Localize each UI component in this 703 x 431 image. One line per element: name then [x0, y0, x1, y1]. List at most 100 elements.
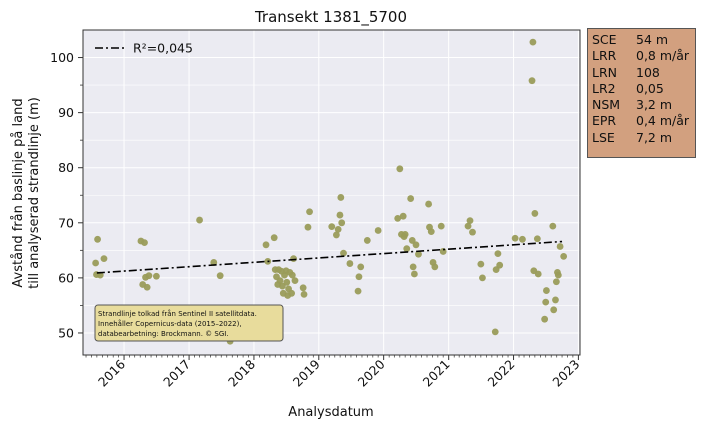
plot-area-frame [82, 29, 581, 356]
data-point [412, 241, 420, 249]
data-point [299, 284, 307, 292]
x-tick-label: 2016 [95, 356, 128, 389]
data-point [354, 287, 362, 295]
data-point [469, 228, 476, 236]
data-point [337, 194, 345, 201]
statistics-box: SCE 54 m LRR 0,8 m/år LRN 108 LR2 0,05 NSM 3,… [587, 28, 696, 158]
data-point [338, 219, 346, 227]
x-tick-label: 2021 [420, 357, 453, 390]
data-point [554, 271, 562, 279]
data-point [196, 216, 203, 224]
annotation-line-1: Strandlinje tolkad från Sentinel II sate… [98, 309, 257, 318]
data-point [145, 272, 153, 280]
y-axis-label: Avstånd från baslinje på land till analy… [11, 97, 42, 289]
data-point [511, 234, 519, 242]
stat-row-lrr: LRR 0,8 m/år [592, 48, 695, 64]
y-tick-label: 70 [58, 215, 74, 230]
data-point [552, 296, 559, 304]
stat-key: LR2 [592, 80, 616, 96]
stat-value: 0,4 m/år [636, 113, 690, 129]
data-point [542, 298, 550, 306]
stat-value: 0,05 [636, 80, 664, 96]
data-point [533, 235, 541, 243]
data-point [531, 210, 539, 217]
y-axis-label-line-2: till analyserad strandlinje (m) [27, 97, 42, 289]
data-point [346, 260, 354, 267]
annotation-box [94, 304, 284, 342]
scatter-points [92, 38, 568, 345]
data-point [437, 222, 445, 230]
annotation-line-3: databearbetning: Brockmann. © SGI. [98, 330, 229, 338]
plot-background [83, 30, 580, 355]
x-tick-label: 2023 [549, 357, 582, 390]
y-axis-label-line-1: Avstånd från baslinje på land [11, 98, 26, 287]
data-point [496, 261, 504, 269]
data-point [541, 315, 549, 323]
data-point [141, 239, 148, 247]
stat-row-lrn: LRN 108 [592, 65, 695, 81]
stat-row-nsm: NSM 3,2 m [592, 97, 695, 113]
data-point [477, 260, 485, 268]
data-point [328, 223, 336, 231]
data-point [519, 235, 526, 243]
trend-line [96, 240, 563, 274]
data-point [100, 255, 108, 263]
data-point [336, 211, 344, 219]
stat-value: 54 m [636, 32, 669, 47]
data-point [288, 271, 296, 279]
data-point [143, 283, 151, 291]
y-tick-label: 100 [50, 50, 74, 65]
data-point [556, 243, 564, 250]
data-point [152, 272, 160, 280]
data-point [528, 77, 536, 85]
stat-key: NSM [592, 97, 621, 113]
data-point [431, 263, 439, 271]
stat-value: 3,2 m [636, 97, 673, 113]
data-point [399, 212, 407, 220]
y-tick-label: 90 [58, 105, 74, 120]
data-point [357, 263, 365, 271]
data-point [394, 214, 402, 222]
data-point [529, 38, 537, 46]
data-point [92, 259, 100, 267]
data-point [410, 270, 418, 278]
data-point [290, 255, 297, 263]
data-point [543, 287, 550, 294]
data-point [94, 235, 101, 243]
grid-lines [83, 30, 580, 355]
data-point [283, 278, 291, 286]
stat-key: LRN [592, 64, 617, 80]
data-point [466, 217, 474, 224]
stat-value: 0,8 m/år [636, 48, 690, 64]
data-point [415, 250, 422, 258]
x-tick-label: 2020 [355, 356, 388, 389]
y-tick-label: 50 [58, 325, 74, 340]
data-point [407, 195, 415, 202]
data-point [401, 230, 409, 238]
data-point [332, 231, 340, 239]
data-point [396, 165, 404, 173]
data-point [306, 208, 313, 216]
x-tick-label: 2019 [290, 356, 323, 389]
data-point [355, 273, 363, 281]
stat-row-sce: SCE 54 m [592, 32, 695, 48]
data-point [550, 306, 558, 314]
stat-key: SCE [592, 32, 617, 47]
data-point [276, 277, 284, 285]
stat-row-epr: EPR 0,4 m/år [592, 113, 695, 129]
stat-value: 108 [636, 64, 660, 80]
data-point [363, 237, 371, 244]
stat-key: LRR [592, 48, 617, 64]
data-point [534, 270, 542, 278]
data-point [262, 241, 270, 249]
data-point [278, 282, 286, 290]
data-point [491, 328, 499, 336]
data-point [216, 272, 224, 280]
data-point [334, 226, 342, 233]
data-point [549, 222, 557, 230]
data-point [291, 277, 299, 285]
stat-row-lr2: LR2 0,05 [592, 81, 695, 97]
stat-key: EPR [592, 113, 617, 129]
data-point [304, 223, 312, 231]
